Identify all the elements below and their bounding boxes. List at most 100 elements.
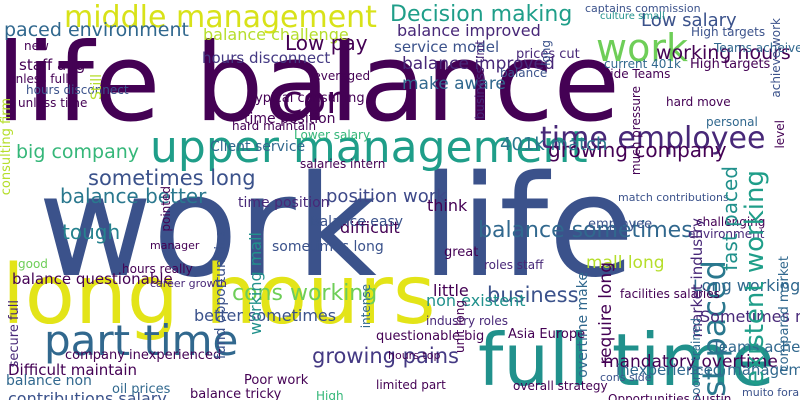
word-consulting-firm: consulting firm [0,98,14,196]
word-match-contributions: match contributions [618,191,729,204]
word-balance-tricky: balance tricky [190,387,282,400]
word-still: Still [89,74,105,101]
word-contributions-salary: contributions salary [8,389,167,400]
word-current-401k: current 401k [604,57,681,71]
word-secure-full: secure full [7,300,22,368]
word-balance-easy: Balance easy [310,214,404,230]
word-sometimes-mandatory: Sometimes mandatory [700,307,800,326]
word-balance-challenge: balance challenge [203,25,349,44]
word-opportunities-austin: Opportunities Austin [608,392,732,400]
word-roles-staff: roles staff [484,258,544,272]
word-lower-salary: Lower salary [294,128,371,142]
word-culture-small: culture small [600,11,665,22]
word-personal: personal [706,115,758,129]
word-401k-match: 401k match [500,134,608,155]
word-facilities-salaries: facilities salaries [620,287,720,301]
word-sometimes-long: sometimes long [88,166,256,190]
word-client-service: Client service [210,139,306,155]
word-company-inexperienced: company inexperienced [65,348,222,363]
word-career-growth: career growth [150,277,227,290]
word-environment: environment [688,227,765,241]
word-hard-maintain: hard maintain [232,119,317,133]
word-working-mall: working mall [246,232,265,335]
word-limited-part: limited part [376,378,446,392]
word-poor-work: Poor work [244,373,309,388]
word-non-existent: non existent [426,291,526,310]
word-prices-cut: prices cut [516,47,580,62]
word-good: good [18,257,48,271]
word-manager: manager [150,239,200,252]
word-inexperienced-management: inexperienced management [616,361,800,379]
word-long-working: Long working [693,276,800,295]
word-side-teams: side Teams [604,67,671,81]
word-life-balance: life balance [0,21,621,146]
word-overall-strategy: overall strategy [513,379,608,393]
word-cons-side: cons side [600,371,652,384]
word-high: High [316,389,344,400]
word-upper-management: upper management [150,122,588,173]
word-paced-environment: paced environment [4,19,189,41]
word-salaries-intern: salaries intern [300,157,386,171]
word-little: little [433,281,469,300]
word-achieve-work: achieve work [769,18,783,98]
word-leveraged: leveraged [310,69,371,83]
word-new: new [24,39,49,53]
word-balance-sometimes: balance sometimes [478,218,693,243]
word-hours-disconnect: hours disconnect [202,49,331,67]
word-oil-prices: oil prices [112,382,171,397]
word-unless-time: unless time [18,96,88,110]
word-work-life: work life [38,146,635,309]
word-asia-europe: Asia Europe [508,327,586,342]
word-pointed: pointed [159,186,173,232]
word-balance-small: balance [500,66,548,80]
word-poorly-trained: poorly trained [689,318,703,400]
word-long-vertical: long [539,40,553,66]
word-industry-roles: industry roles [426,314,508,328]
word-unit-long: unit long [453,300,467,353]
word-big-company: big company [16,141,140,163]
word-balance-questionable: balance questionable [12,270,173,288]
word-questionable-big: questionable big [376,329,485,344]
word-better-sometimes: better sometimes [194,306,337,325]
word-employee: employee [588,217,653,232]
word-work: work [596,26,688,70]
word-muito-fora: muito fora [742,386,800,399]
word-mall-long: mall long [586,253,665,273]
word-growing-company: growing company [548,138,727,162]
word-balance-better: balance better [60,184,207,208]
word-overtime-make: overtime make [575,272,591,378]
word-position-work: position work [326,186,447,207]
word-high-targets: High targets [690,57,771,72]
word-mandatory-overtime: mandatory overtime [603,352,778,372]
word-full-time: full time [478,318,775,400]
word-hours-disconnect-2: hours disconnect [26,83,129,97]
word-balance-improved-2: balance improved [402,54,555,74]
word-require-long: require long [596,262,616,365]
word-hours-top: hours top [388,349,441,362]
word-working-hours: working hours [656,42,791,64]
word-teams-acheive-2: Teams acheive [714,41,800,55]
word-cons-working: cons working [232,281,378,306]
word-business-unit: business unit [473,40,487,120]
word-hard-move: hard move [666,95,731,109]
word-difficult: difficult [340,218,400,237]
word-balance-non: balance non [6,373,92,389]
word-tough: tough [62,220,121,244]
word-captains-commission: captains commission [585,2,701,15]
word-hours-really: hours really [122,262,193,276]
word-teams-acheive: Teams acheive [712,338,800,356]
word-challenging: challenging [696,215,766,229]
word-part-time: part time [44,316,239,365]
word-con: con [282,78,351,122]
word-great: great [444,245,479,260]
word-compared-market: compared market [777,256,792,372]
word-fund-opportunities: fund opportunities [213,230,229,360]
word-time-position-2: time position [244,111,336,127]
word-balance-improved: balance improved [397,21,541,40]
word-existent-working: existent working [740,170,770,386]
word-low-salary: Low salary [641,10,737,31]
word-low-pay: Low pay [285,31,368,55]
word-time-position: time position [238,195,330,211]
word-level: level [773,120,787,149]
